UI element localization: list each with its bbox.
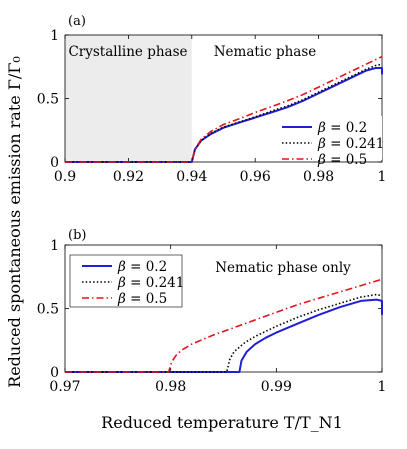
legend-label-1: β = 0.241 bbox=[317, 136, 384, 152]
legend-label-1: β = 0.241 bbox=[117, 275, 184, 291]
series-line-2 bbox=[65, 55, 383, 163]
y-axis-label: Reduced spontaneous emission rate Γ/Γ₀ bbox=[5, 56, 24, 388]
annotation: Crystalline phase bbox=[68, 44, 187, 60]
series-line-0 bbox=[65, 298, 383, 373]
x-tick-label: 0.96 bbox=[240, 169, 271, 185]
y-tick-label: 0 bbox=[50, 365, 59, 381]
legend-label-0: β = 0.2 bbox=[117, 259, 167, 275]
x-tick-label: 0.97 bbox=[49, 379, 80, 395]
y-tick-label: 1 bbox=[50, 28, 59, 44]
y-tick-label: 0.5 bbox=[37, 302, 59, 318]
panel-b: 0.97 0.98 0.99 1 0 0.5 1 (b) Nematic phase only β… bbox=[37, 228, 387, 395]
y-tick-label: 0 bbox=[50, 155, 59, 171]
x-tick-label: 0.98 bbox=[155, 379, 186, 395]
panel-label: (a) bbox=[68, 14, 86, 29]
panel-label: (b) bbox=[68, 228, 86, 243]
x-tick-label: 1 bbox=[378, 169, 387, 185]
legend-label-2: β = 0.5 bbox=[117, 291, 167, 307]
shaded-region bbox=[65, 35, 192, 162]
x-tick-label: 0.9 bbox=[54, 169, 76, 185]
x-tick-label: 0.94 bbox=[176, 169, 207, 185]
x-tick-label: 0.99 bbox=[261, 379, 292, 395]
y-tick-label: 1 bbox=[50, 238, 59, 254]
legend-label-2: β = 0.5 bbox=[317, 152, 367, 168]
x-tick-label: 0.92 bbox=[113, 169, 144, 185]
panel-a: 0.9 0.92 0.94 0.96 0.98 1 0 0.5 1 (a) Crystalline … bbox=[37, 14, 387, 185]
series-line-1 bbox=[65, 63, 383, 163]
annotation: Nematic phase only bbox=[215, 260, 351, 276]
annotation: Nematic phase bbox=[214, 44, 317, 60]
legend-label-0: β = 0.2 bbox=[317, 120, 367, 136]
x-tick-label: 0.98 bbox=[303, 169, 334, 185]
legend-box bbox=[270, 116, 382, 160]
series-line-2 bbox=[65, 278, 383, 373]
x-tick-label: 1 bbox=[378, 379, 387, 395]
y-tick-label: 0.5 bbox=[37, 92, 59, 108]
series-line-1 bbox=[65, 293, 383, 373]
x-axis-label: Reduced temperature T/T_N1 bbox=[101, 413, 343, 432]
